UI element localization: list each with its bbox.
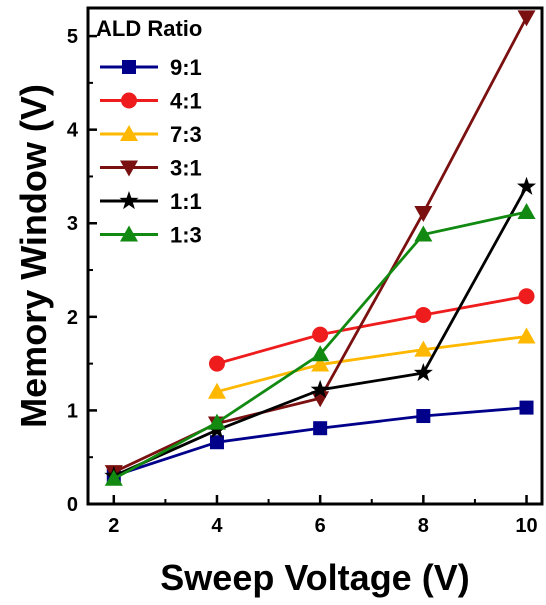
data-point [517, 327, 536, 344]
y-tick-label: 1 [67, 400, 78, 422]
y-tick-label: 3 [67, 213, 78, 235]
series-7-3 [207, 327, 536, 399]
data-point [517, 10, 536, 27]
legend-label: 1:3 [170, 223, 202, 248]
legend-marker [122, 60, 136, 74]
legend-label: 9:1 [170, 55, 202, 80]
legend-marker [120, 160, 138, 177]
data-point [416, 409, 431, 424]
plot-area [104, 10, 537, 486]
legend-marker [120, 225, 138, 242]
data-point [414, 225, 433, 242]
data-point [414, 340, 433, 357]
legend-entry: 4:1 [100, 89, 202, 114]
data-point [209, 435, 224, 450]
data-point [310, 379, 330, 398]
legend-entry: 3:1 [100, 156, 202, 181]
legend-label: 7:3 [170, 122, 202, 147]
data-point [313, 421, 328, 436]
data-point [519, 400, 534, 415]
y-tick-label: 4 [67, 120, 79, 142]
legend-label: 3:1 [170, 156, 202, 181]
data-point [207, 413, 226, 430]
x-tick-label: 4 [211, 515, 223, 537]
y-axis-title: Memory Window (V) [13, 84, 54, 428]
x-tick-label: 10 [515, 515, 537, 537]
series-line [216, 294, 527, 365]
legend-marker [119, 191, 139, 210]
legend-label: 1:1 [170, 189, 202, 214]
data-point [414, 205, 433, 222]
data-point [413, 362, 433, 382]
legend-title-bg [96, 12, 246, 44]
legend-marker [120, 125, 138, 141]
data-point [104, 469, 123, 486]
y-tick-label: 2 [67, 307, 78, 329]
axes: 2 4 6 8 10 0 1 2 3 4 5 [67, 6, 544, 537]
x-tick-label: 2 [108, 515, 119, 537]
legend-entry: 1:3 [100, 223, 202, 248]
legend: ALD Ratio 9:1 4:1 7:3 3:1 1:1 1:3 [96, 12, 246, 248]
data-point [517, 203, 536, 220]
data-point [518, 288, 535, 305]
x-tick-label: 8 [418, 515, 429, 537]
series-4-1 [208, 288, 535, 372]
x-tick-label: 6 [315, 515, 326, 537]
x-axis-title: Sweep Voltage (V) [160, 557, 469, 598]
series-9-1 [106, 400, 534, 483]
data-point [311, 345, 330, 362]
y-tick-label: 0 [67, 494, 78, 516]
data-point [517, 176, 537, 195]
legend-marker [121, 92, 137, 109]
legend-label: 4:1 [170, 89, 202, 114]
series-line [216, 335, 527, 394]
plot-frame [86, 6, 544, 506]
data-point [312, 326, 329, 343]
data-point [208, 355, 225, 372]
y-tick-label: 5 [67, 26, 78, 48]
legend-entry: 1:1 [100, 189, 202, 214]
legend-entry: 9:1 [100, 55, 202, 80]
data-point [207, 382, 226, 399]
data-point [311, 355, 330, 372]
legend-entry: 7:3 [100, 122, 202, 147]
legend-title: ALD Ratio [96, 16, 202, 41]
data-point [415, 306, 432, 323]
series-1-3 [104, 203, 536, 486]
